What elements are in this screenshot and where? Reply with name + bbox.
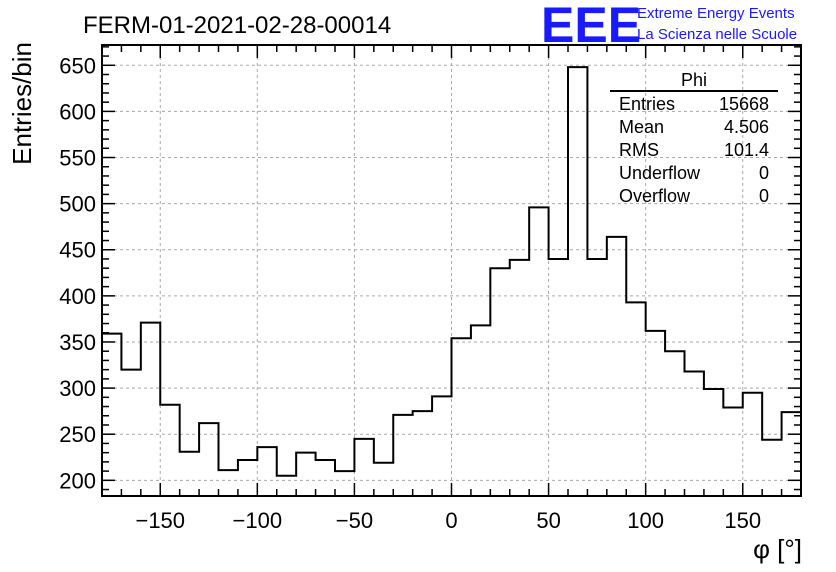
y-tick-label: 600 xyxy=(59,99,96,124)
x-tick-label: −50 xyxy=(336,508,373,533)
stats-value: 15668 xyxy=(719,94,769,114)
y-tick-label: 450 xyxy=(59,238,96,263)
y-tick-label: 550 xyxy=(59,146,96,171)
y-axis-title: Entries/bin xyxy=(7,42,37,165)
y-tick-label: 350 xyxy=(59,330,96,355)
stats-value: 101.4 xyxy=(724,140,769,160)
y-tick-label: 200 xyxy=(59,468,96,493)
stats-label: RMS xyxy=(619,140,659,160)
y-tick-label: 250 xyxy=(59,422,96,447)
x-tick-label: 100 xyxy=(627,508,664,533)
x-axis-title: φ [°] xyxy=(753,534,802,564)
stats-value: 4.506 xyxy=(724,117,769,137)
stats-title: Phi xyxy=(681,70,707,90)
stats-value: 0 xyxy=(759,163,769,183)
x-tick-label: −150 xyxy=(135,508,185,533)
stats-value: 0 xyxy=(759,186,769,206)
grid-lines xyxy=(102,45,801,496)
x-tick-label: 150 xyxy=(724,508,761,533)
axis-ticks xyxy=(102,45,801,496)
chart-title: FERM-01-2021-02-28-00014 xyxy=(83,12,391,39)
stats-label: Mean xyxy=(619,117,664,137)
stats-box: Phi Entries 15668 Mean 4.506 RMS 101.4 Underfl… xyxy=(610,70,778,206)
y-tick-label: 300 xyxy=(59,376,96,401)
x-tick-label: −100 xyxy=(233,508,283,533)
stats-label: Overflow xyxy=(619,186,691,206)
x-tick-label: 0 xyxy=(445,508,457,533)
logo-line-2: La Scienza nelle Scuole xyxy=(637,26,797,43)
x-tick-labels: −150 −100 −50 0 50 100 150 xyxy=(135,508,761,533)
stats-label: Entries xyxy=(619,94,675,114)
x-tick-label: 50 xyxy=(536,508,560,533)
logo-line-1: Extreme Energy Events xyxy=(637,5,795,22)
eee-logo: EEE Extreme Energy Events La Scienza nel… xyxy=(541,0,797,53)
stats-label: Underflow xyxy=(619,163,701,183)
y-tick-label: 500 xyxy=(59,192,96,217)
y-tick-label: 400 xyxy=(59,284,96,309)
histogram-outline xyxy=(101,66,802,496)
y-tick-label: 650 xyxy=(59,53,96,78)
y-tick-labels: 200 250 300 350 400 450 500 550 600 650 xyxy=(59,53,96,493)
